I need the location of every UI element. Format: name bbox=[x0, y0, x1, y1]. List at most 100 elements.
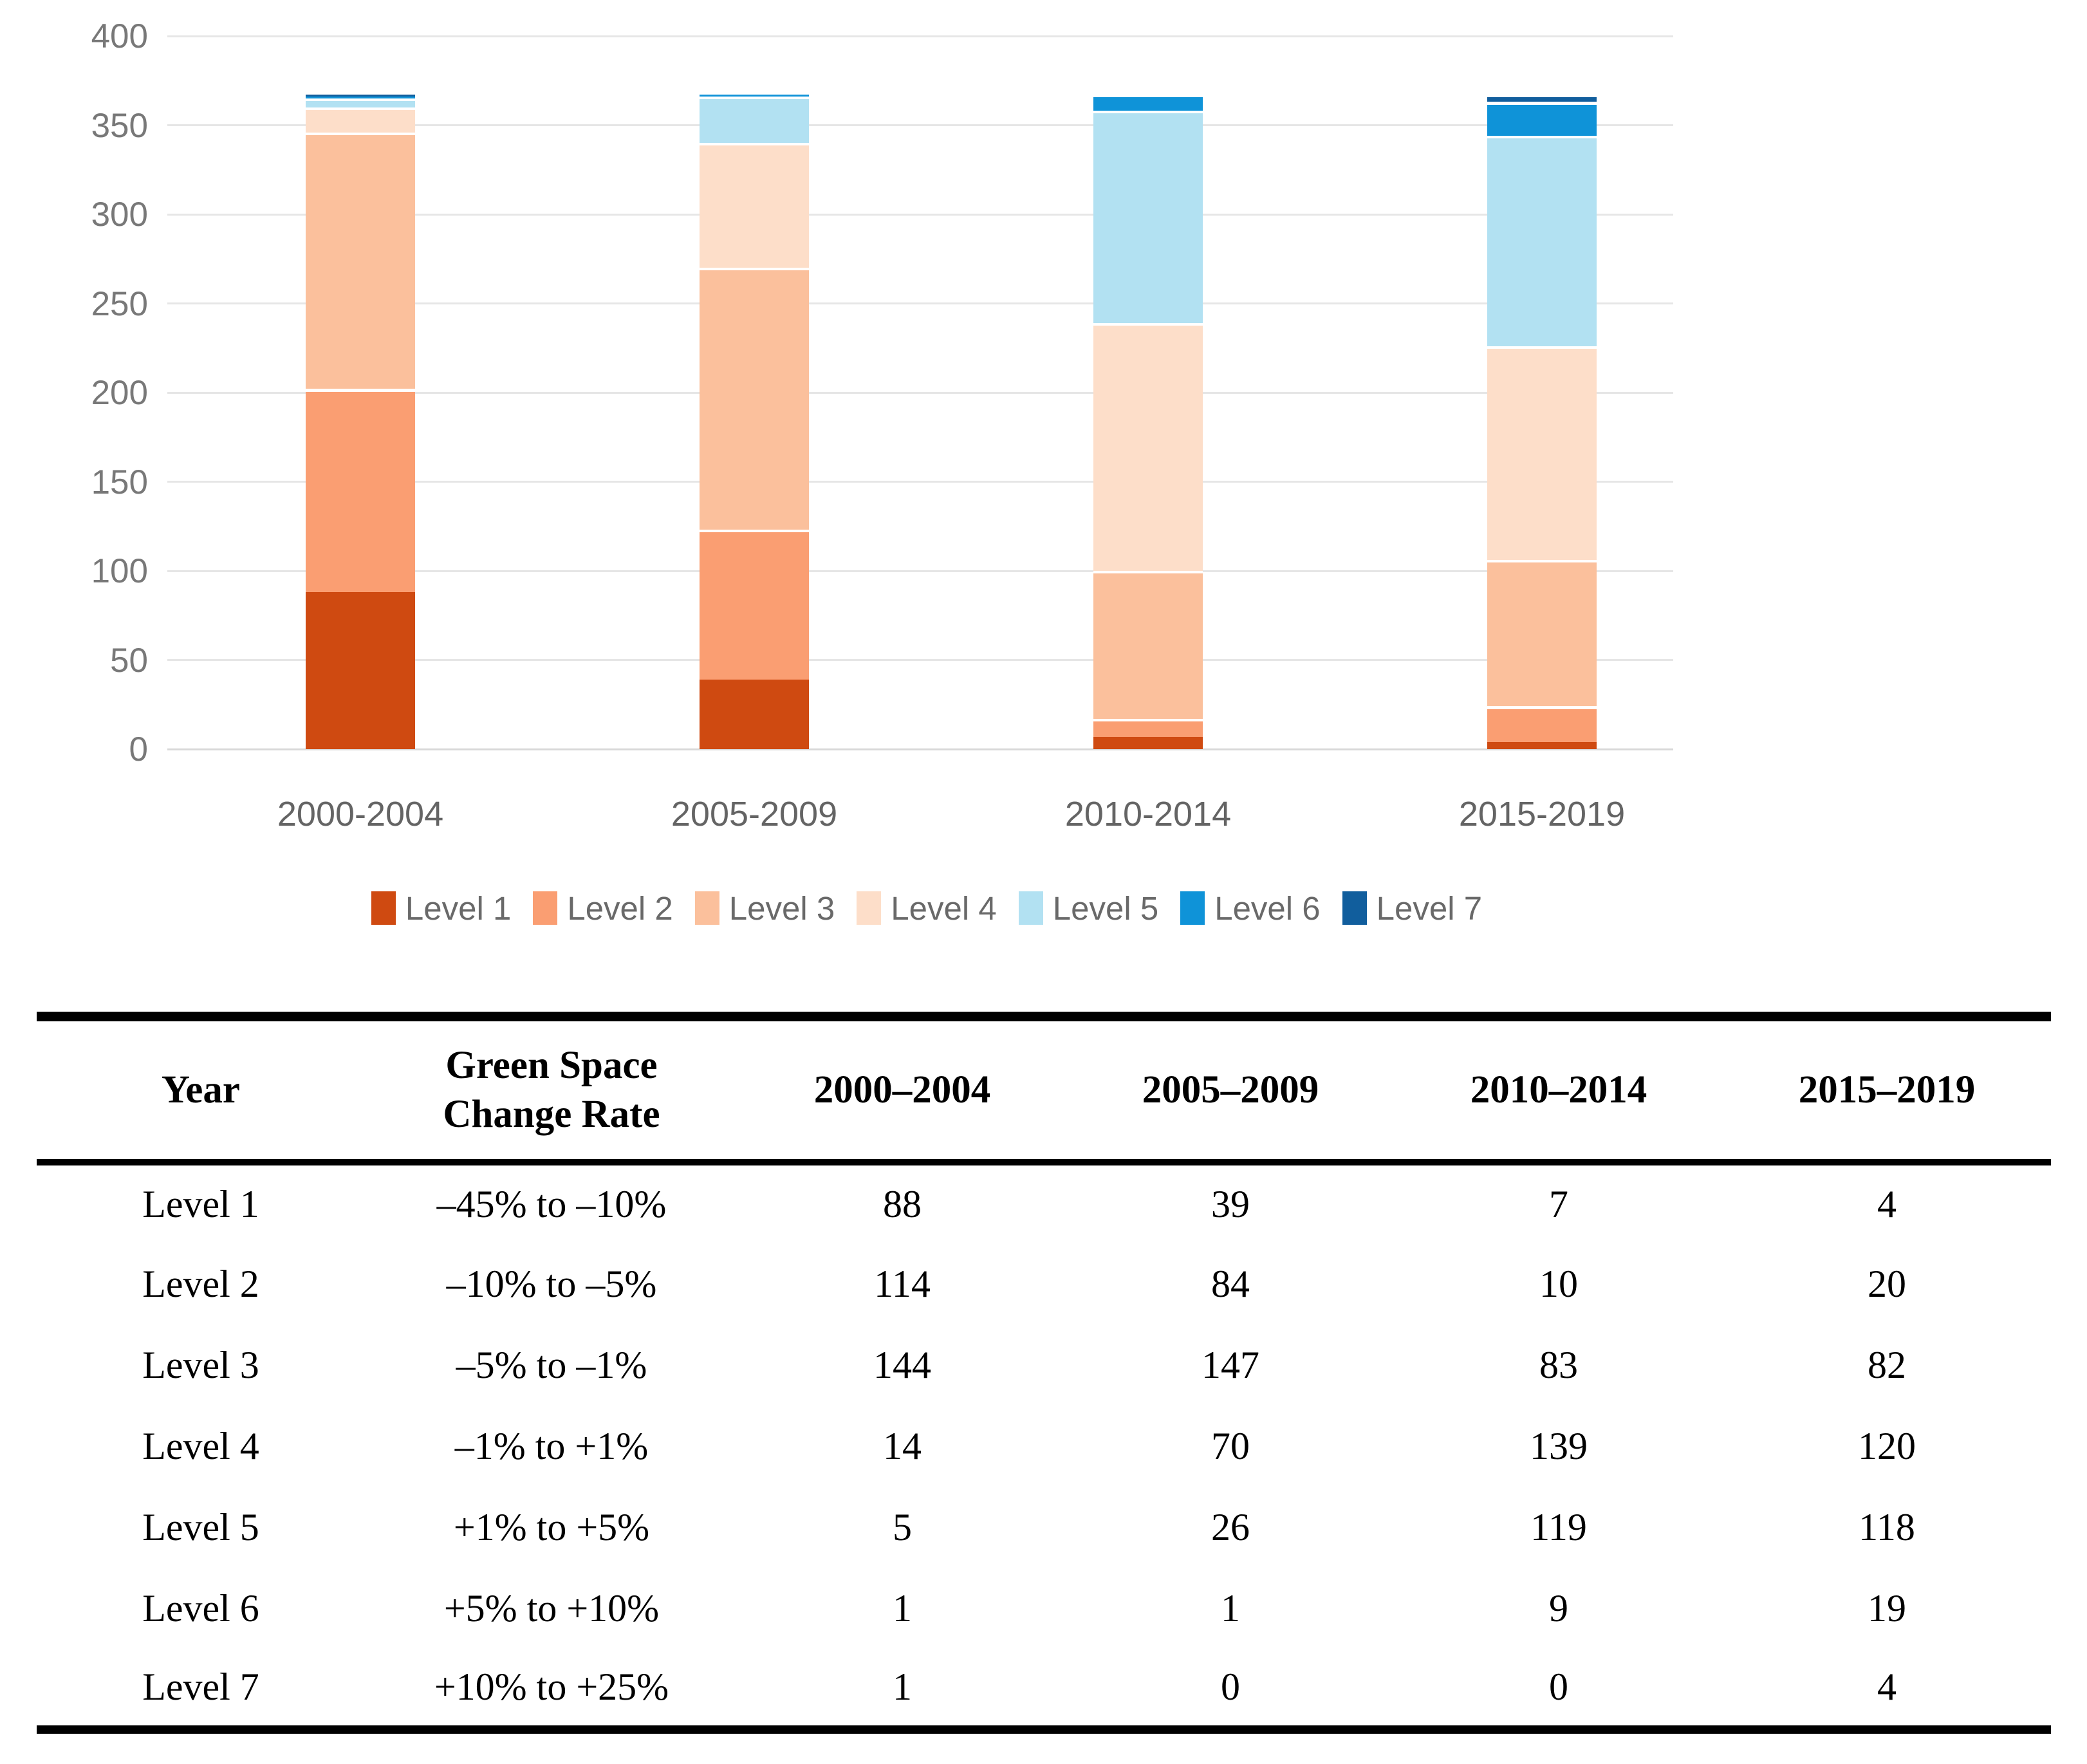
legend-swatch-icon bbox=[533, 891, 558, 925]
y-tick-label-300: 300 bbox=[91, 196, 148, 234]
row-value-2010-2014: 10 bbox=[1539, 1262, 1578, 1305]
bar-segment-2000-2004-level-1 bbox=[306, 592, 415, 749]
row-value-2005-2009: 70 bbox=[1211, 1424, 1250, 1467]
row-value-2010-2014: 139 bbox=[1530, 1424, 1588, 1467]
legend-swatch-icon bbox=[857, 891, 882, 925]
row-value-2005-2009: 0 bbox=[1221, 1666, 1240, 1709]
bar-segment-2005-2009-level-3 bbox=[700, 268, 809, 530]
row-value-2015-2019: 20 bbox=[1868, 1262, 1906, 1305]
row-value-2010-2014: 83 bbox=[1539, 1343, 1578, 1386]
x-axis-label-2015-2019: 2015-2019 bbox=[1458, 795, 1626, 833]
row-value-2005-2009: 1 bbox=[1221, 1586, 1240, 1629]
row-value-2000-2004: 144 bbox=[873, 1343, 931, 1386]
bar-segment-2015-2019-level-7 bbox=[1487, 95, 1597, 102]
row-value-2000-2004: 1 bbox=[893, 1666, 912, 1709]
gridline-0 bbox=[167, 748, 1673, 750]
bar-segment-2015-2019-level-3 bbox=[1487, 560, 1597, 707]
legend-swatch-icon bbox=[371, 891, 396, 925]
row-level-label: Level 4 bbox=[142, 1424, 259, 1467]
legend-item-level-4: Level 4 bbox=[857, 889, 997, 927]
gridline-350 bbox=[167, 124, 1673, 126]
bar-segment-2010-2014-level-2 bbox=[1093, 718, 1203, 737]
x-axis-label-2000-2004: 2000-2004 bbox=[277, 795, 444, 833]
row-level-label: Level 7 bbox=[142, 1666, 259, 1709]
row-level-label: Level 5 bbox=[142, 1505, 259, 1548]
green-space-change-table: Year Green Space Change Rate 2000–2004 2… bbox=[37, 1012, 2051, 1734]
row-value-2015-2019: 118 bbox=[1859, 1505, 1915, 1548]
bar-segment-2010-2014-level-5 bbox=[1093, 111, 1203, 323]
gridline-150 bbox=[167, 481, 1673, 483]
legend-item-level-7: Level 7 bbox=[1342, 891, 1482, 925]
legend-item-level-3: Level 3 bbox=[694, 891, 835, 925]
row-change-rate: –1% to +1% bbox=[454, 1424, 649, 1467]
bar-segment-2000-2004-level-5 bbox=[306, 98, 415, 107]
bar-segment-2015-2019-level-4 bbox=[1487, 346, 1597, 561]
x-axis-label-2010-2014: 2010-2014 bbox=[1064, 795, 1232, 833]
y-tick-label-50: 50 bbox=[110, 641, 148, 680]
row-change-rate: –45% to –10% bbox=[436, 1183, 667, 1225]
bar-segment-2015-2019-level-6 bbox=[1487, 102, 1597, 136]
bar-segment-2015-2019-level-5 bbox=[1487, 136, 1597, 346]
y-tick-label-0: 0 bbox=[129, 730, 148, 768]
table-row-level-6: Level 6 +5% to +10% 1 1 9 19 bbox=[37, 1568, 2051, 1649]
bar-segment-2005-2009-level-4 bbox=[700, 143, 809, 268]
legend-label: Level 6 bbox=[1214, 889, 1321, 927]
bar-segment-2000-2004-level-7 bbox=[306, 95, 415, 97]
bar-segment-2000-2004-level-4 bbox=[306, 107, 415, 133]
gridline-250 bbox=[167, 302, 1673, 304]
bar-segment-2010-2014-level-3 bbox=[1093, 571, 1203, 719]
row-value-2010-2014: 0 bbox=[1549, 1666, 1568, 1709]
bar-segment-2000-2004-level-2 bbox=[306, 389, 415, 593]
legend-item-level-2: Level 2 bbox=[533, 891, 673, 925]
table-row-level-2: Level 2 –10% to –5% 114 84 10 20 bbox=[37, 1243, 2051, 1324]
bar-segment-2015-2019-level-2 bbox=[1487, 706, 1597, 742]
row-value-2010-2014: 119 bbox=[1530, 1505, 1587, 1548]
bar-segment-2000-2004-level-3 bbox=[306, 132, 415, 389]
header-year: Year bbox=[162, 1068, 240, 1111]
row-value-2000-2004: 14 bbox=[883, 1424, 922, 1467]
legend-swatch-icon bbox=[1342, 891, 1367, 925]
legend-label: Level 7 bbox=[1376, 889, 1483, 927]
bar-segment-2010-2014-level-4 bbox=[1093, 323, 1203, 571]
legend-item-level-5: Level 5 bbox=[1018, 889, 1159, 927]
row-level-label: Level 1 bbox=[142, 1183, 259, 1225]
table-row-level-4: Level 4 –1% to +1% 14 70 139 120 bbox=[37, 1406, 2051, 1487]
row-value-2015-2019: 82 bbox=[1868, 1343, 1906, 1386]
legend-label: Level 1 bbox=[405, 889, 512, 927]
legend-label: Level 5 bbox=[1052, 889, 1159, 927]
legend-swatch-icon bbox=[1180, 891, 1205, 925]
legend-swatch-icon bbox=[694, 891, 719, 925]
row-level-label: Level 3 bbox=[142, 1343, 259, 1386]
header-change-rate: Green Space Change Rate bbox=[443, 1043, 660, 1136]
bar-segment-2005-2009-level-1 bbox=[700, 680, 809, 749]
bar-segment-2005-2009-level-5 bbox=[700, 97, 809, 144]
stacked-bar-chart: 0 50 100 150 200 250 300 350 400 2000-2004 2005-2… bbox=[91, 19, 1750, 925]
row-change-rate: +1% to +5% bbox=[453, 1505, 650, 1548]
table-row-level-3: Level 3 –5% to –1% 144 147 83 82 bbox=[37, 1324, 2051, 1406]
row-value-2005-2009: 26 bbox=[1211, 1505, 1250, 1548]
row-level-label: Level 6 bbox=[142, 1586, 259, 1629]
row-change-rate: +5% to +10% bbox=[443, 1586, 660, 1629]
table-row-level-7: Level 7 +10% to +25% 1 0 0 4 bbox=[37, 1649, 2051, 1730]
row-value-2015-2019: 4 bbox=[1877, 1666, 1897, 1709]
y-tick-label-150: 150 bbox=[91, 463, 148, 501]
bar-segment-2005-2009-level-2 bbox=[700, 530, 809, 680]
row-change-rate: –10% to –5% bbox=[446, 1262, 657, 1305]
chart-legend: Level 1 Level 2 Level 3 Level 4 Level 5 Level… bbox=[103, 891, 1750, 925]
table-row-level-1: Level 1 –45% to –10% 88 39 7 4 bbox=[37, 1162, 2051, 1243]
gridline-50 bbox=[167, 659, 1673, 661]
row-value-2015-2019: 4 bbox=[1877, 1183, 1897, 1225]
row-value-2000-2004: 5 bbox=[893, 1505, 912, 1548]
legend-swatch-icon bbox=[1018, 891, 1043, 925]
row-value-2005-2009: 147 bbox=[1201, 1343, 1259, 1386]
y-tick-label-200: 200 bbox=[91, 374, 148, 412]
header-period-2015-2019: 2015–2019 bbox=[1798, 1068, 1976, 1111]
bar-segment-2000-2004-level-6 bbox=[306, 97, 415, 98]
legend-item-level-6: Level 6 bbox=[1180, 889, 1321, 927]
row-change-rate: +10% to +25% bbox=[434, 1666, 669, 1709]
row-value-2005-2009: 39 bbox=[1211, 1183, 1250, 1225]
gridline-300 bbox=[167, 213, 1673, 216]
legend-label: Level 4 bbox=[891, 889, 997, 927]
row-value-2015-2019: 19 bbox=[1868, 1586, 1906, 1629]
